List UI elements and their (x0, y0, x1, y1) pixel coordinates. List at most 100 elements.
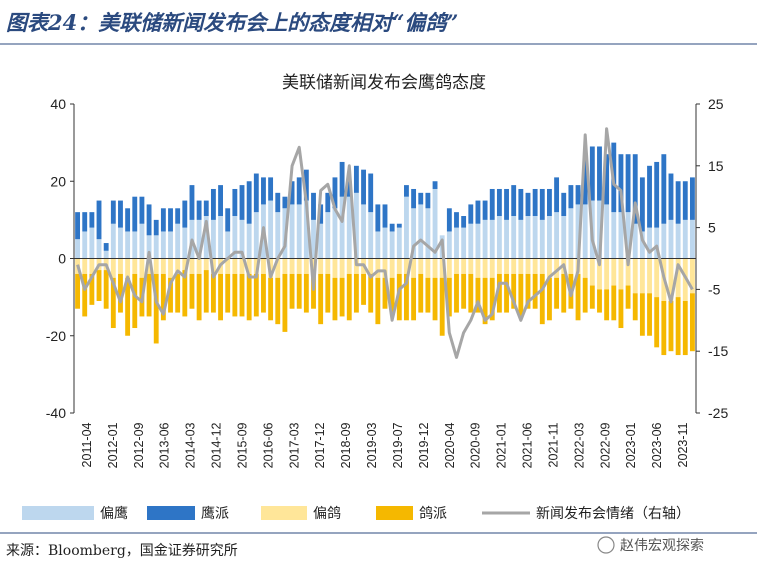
bar-lean-hawkish (432, 188, 438, 259)
bar-hawkish (589, 146, 595, 201)
bar-dovish (118, 273, 123, 313)
bar-hawkish (446, 208, 452, 232)
left-tick-label: -40 (46, 405, 66, 421)
bar-lean-hawkish (210, 219, 216, 259)
bar-hawkish (597, 146, 602, 201)
x-tick-label: 2021-06 (521, 422, 535, 468)
x-tick-label: 2021-11 (546, 422, 560, 467)
bar-hawkish (182, 200, 188, 228)
bar-hawkish (118, 200, 123, 228)
bar-hawkish (146, 204, 152, 236)
bar-hawkish (339, 161, 345, 197)
bar-hawkish (210, 188, 216, 220)
bar-lean-hawkish (396, 227, 402, 259)
bar-dovish (454, 273, 459, 313)
bar-hawkish (625, 154, 631, 213)
bar-lean-dovish (311, 258, 316, 274)
bar-dovish (210, 273, 216, 313)
bar-lean-dovish (647, 258, 652, 294)
bar-hawkish (346, 181, 352, 197)
bar-dovish (425, 277, 431, 313)
bar-dovish (218, 273, 223, 321)
bar-lean-hawkish (303, 200, 309, 259)
bar-dovish (554, 277, 560, 309)
bar-hawkish (432, 181, 438, 189)
legend-swatch (147, 506, 195, 520)
bar-lean-hawkish (632, 223, 638, 259)
bar-lean-dovish (196, 258, 202, 274)
bar-lean-dovish (589, 258, 595, 286)
bar-lean-hawkish (575, 204, 581, 259)
bar-hawkish (175, 208, 181, 224)
bar-lean-hawkish (96, 239, 102, 259)
bar-dovish (132, 273, 138, 329)
bar-hawkish (232, 188, 238, 217)
bar-hawkish (218, 185, 223, 217)
bar-hawkish (504, 188, 509, 220)
x-tick-label: 2020-09 (469, 422, 483, 468)
bar-hawkish (311, 192, 316, 220)
bar-hawkish (332, 177, 338, 209)
bar-lean-hawkish (361, 204, 366, 259)
bar-hawkish (368, 173, 374, 213)
bar-lean-hawkish (332, 208, 338, 259)
bar-lean-dovish (368, 258, 374, 274)
bar-lean-hawkish (411, 208, 417, 259)
bar-hawkish (425, 192, 431, 209)
bar-lean-dovish (396, 258, 402, 274)
bar-dovish (561, 273, 567, 313)
legend-swatch (22, 506, 94, 520)
bar-hawkish (268, 177, 274, 201)
bar-lean-hawkish (582, 204, 588, 259)
bar-lean-hawkish (89, 227, 95, 259)
bar-lean-hawkish (604, 204, 610, 259)
bar-dovish (682, 300, 688, 356)
bar-dovish (175, 273, 181, 313)
x-tick-label: 2022-09 (598, 422, 612, 468)
x-tick-label: 2020-04 (443, 422, 457, 468)
bar-lean-hawkish (118, 227, 123, 259)
bar-lean-hawkish (568, 208, 574, 259)
watermark-text: 赵伟宏观探索 (620, 537, 704, 554)
x-tick-label: 2019-03 (365, 422, 379, 468)
legend-label: 偏鸽 (313, 505, 341, 522)
bar-hawkish (375, 204, 381, 232)
bar-dovish (468, 273, 474, 313)
bar-lean-dovish (353, 258, 359, 274)
x-tick-label: 2012-09 (132, 422, 146, 468)
bar-dovish (311, 273, 316, 309)
bar-lean-dovish (275, 258, 281, 278)
bar-lean-dovish (504, 258, 509, 274)
bar-hawkish (518, 188, 524, 220)
right-tick-label: -25 (708, 405, 728, 421)
bar-lean-hawkish (339, 196, 345, 259)
bar-lean-dovish (639, 258, 645, 294)
bar-lean-dovish (489, 258, 495, 278)
bar-dovish (375, 277, 381, 325)
x-tick-label: 2014-03 (184, 422, 198, 468)
bar-lean-dovish (446, 258, 452, 278)
bar-dovish (125, 277, 131, 336)
bar-dovish (461, 273, 467, 309)
bar-dovish (160, 273, 166, 321)
bar-dovish (504, 273, 509, 313)
bar-dovish (275, 277, 281, 325)
bar-lean-hawkish (661, 223, 667, 259)
bar-hawkish (382, 204, 388, 228)
bar-dovish (382, 277, 388, 309)
bar-lean-hawkish (239, 219, 245, 259)
bar-dovish (339, 277, 345, 317)
bar-lean-dovish (604, 258, 610, 290)
bar-lean-hawkish (475, 223, 481, 259)
bar-hawkish (132, 196, 138, 232)
bar-lean-dovish (411, 258, 417, 278)
bar-lean-hawkish (232, 216, 238, 259)
x-tick-label: 2019-12 (417, 422, 431, 468)
bar-dovish (547, 277, 552, 321)
bar-dovish (625, 285, 631, 309)
x-tick-label: 2021-01 (495, 422, 509, 468)
bar-dovish (268, 277, 274, 321)
right-tick-label: -15 (708, 343, 728, 359)
bar-dovish (89, 273, 95, 305)
bar-dovish (597, 289, 602, 313)
